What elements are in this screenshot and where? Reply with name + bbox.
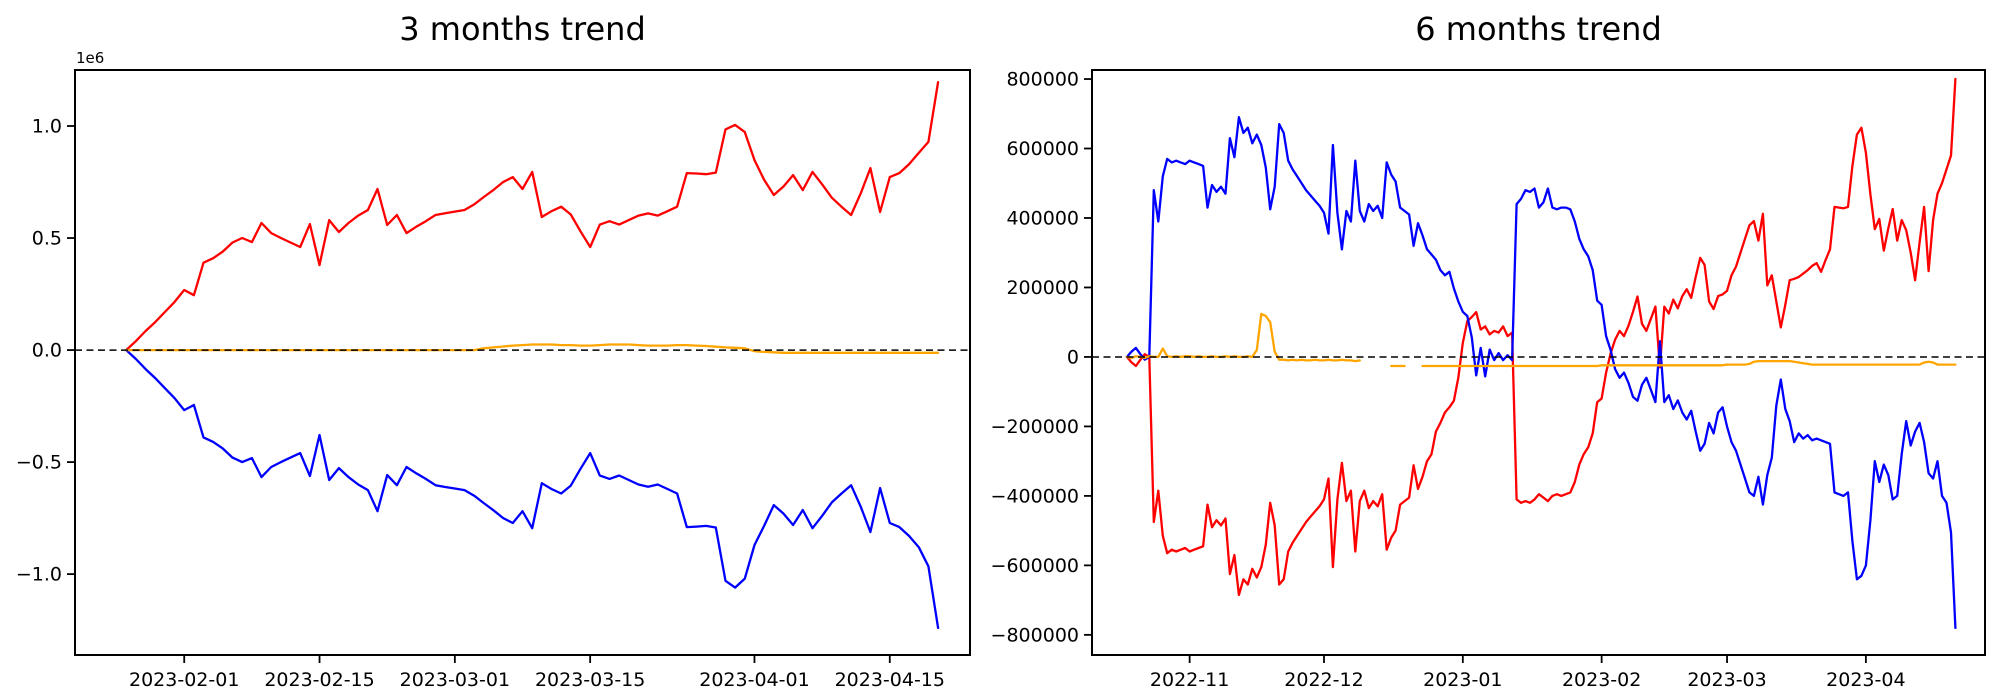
x-tick-label: 2023-02	[1562, 669, 1641, 691]
y-tick-label: −800000	[991, 624, 1079, 646]
y-tick-label: 0.0	[32, 340, 62, 362]
y-tick-label: −1.0	[16, 564, 62, 586]
y-tick-label: 400000	[1006, 207, 1079, 229]
y-tick-label: −200000	[991, 416, 1079, 438]
x-tick-label: 2023-02-01	[129, 669, 239, 691]
x-tick-label: 2023-03-15	[535, 669, 645, 691]
y-axis-offset-label: 1e6	[76, 49, 105, 67]
left-chart-title: 3 months trend	[399, 10, 646, 48]
x-tick-label: 2023-04-01	[699, 669, 809, 691]
x-tick-label: 2023-03	[1687, 669, 1766, 691]
x-tick-label: 2023-01	[1423, 669, 1502, 691]
y-tick-label: 0.5	[32, 228, 62, 250]
x-tick-label: 2022-12	[1284, 669, 1363, 691]
x-tick-label: 2023-03-01	[400, 669, 510, 691]
y-tick-label: 1.0	[32, 116, 62, 138]
six-months-trend-plot: 800000 600000 400000 200000 0 −200000 −400000 −…	[991, 69, 1986, 691]
x-tick-label: 2023-02-15	[264, 669, 374, 691]
y-tick-label: 0	[1067, 346, 1079, 368]
three-months-trend-blue-line	[125, 348, 940, 630]
y-tick-label: 800000	[1006, 69, 1079, 91]
y-tick-label: 200000	[1006, 277, 1079, 299]
six-months-trend-frame	[1091, 69, 1986, 656]
three-months-trend-red-line	[125, 80, 940, 352]
y-tick-label: 600000	[1006, 138, 1079, 160]
x-tick-label: 2023-04	[1826, 669, 1905, 691]
three-months-trend-orange-line	[125, 343, 940, 354]
six-months-trend-orange-line	[1125, 312, 1361, 363]
y-tick-label: −0.5	[16, 452, 62, 474]
six-months-trend-red-line	[1125, 77, 1957, 597]
x-tick-label: 2022-11	[1150, 669, 1229, 691]
three-months-trend-frame	[74, 69, 971, 656]
six-months-trend-orange-line	[1421, 359, 1957, 368]
three-months-trend-plot: 1.0 0.5 0.0 −0.5 −1.0 2023-02-01 2023-02-15 202…	[16, 69, 971, 691]
y-tick-label: −600000	[991, 555, 1079, 577]
y-tick-label: −400000	[991, 485, 1079, 507]
six-months-trend-blue-line	[1125, 116, 1957, 630]
right-chart-title: 6 months trend	[1415, 10, 1662, 48]
x-tick-label: 2023-04-15	[835, 669, 945, 691]
